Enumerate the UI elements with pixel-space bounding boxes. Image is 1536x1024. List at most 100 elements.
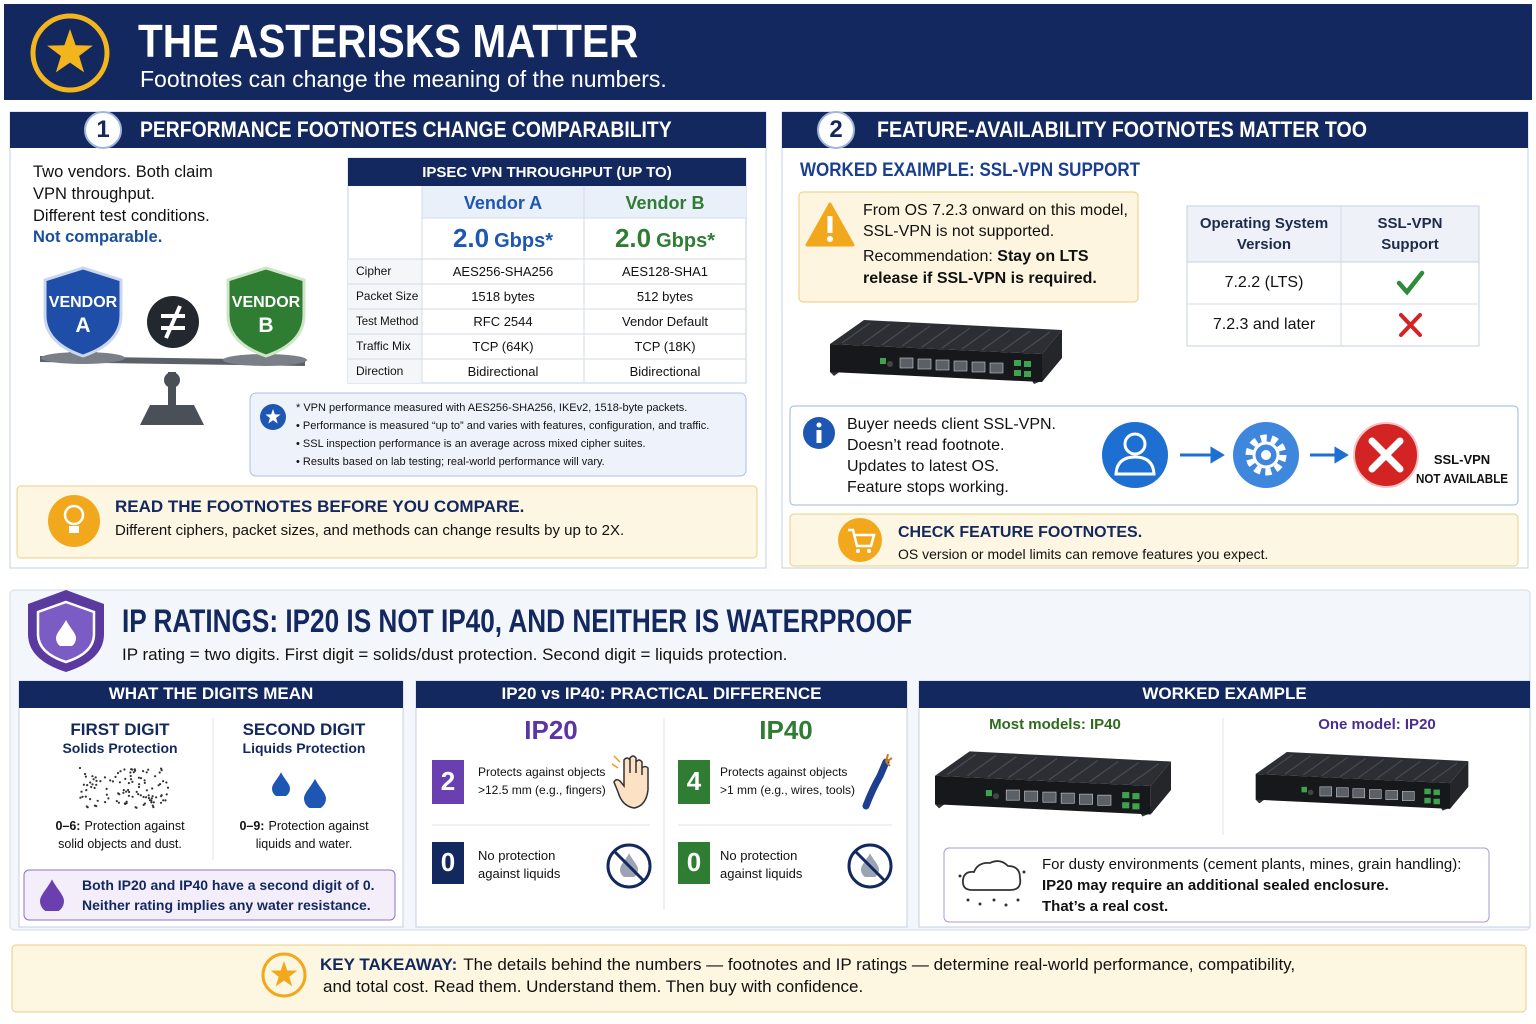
decoration (124, 777, 127, 781)
note: Neither rating implies any water resista… (82, 896, 371, 913)
decoration (123, 768, 126, 771)
panel-title: WORKED EXAMPLE (1142, 683, 1307, 703)
recommendation: release if SSL-VPN is required. (863, 269, 1097, 287)
decoration (992, 898, 996, 902)
digit-title: FIRST DIGIT (27, 719, 213, 741)
digit-desc: 0–6: (55, 818, 81, 833)
decoration (798, 191, 1139, 303)
decoration (142, 770, 145, 773)
column-header: Vendor B (584, 192, 746, 215)
decoration (99, 780, 102, 783)
cell: AES256-SHA256 (452, 263, 554, 279)
digit-desc: solid objects and dust. (58, 836, 182, 851)
text-line: against liquids (478, 866, 560, 883)
text-line: 7.2.3 and later (1213, 315, 1315, 336)
footnote: • SSL inspection performance is an avera… (296, 437, 646, 450)
text-line: Traffic Mix (356, 339, 411, 355)
digit-desc: 0–6: Protection against (27, 818, 213, 834)
scale-illustration (164, 305, 182, 339)
decoration (827, 236, 833, 242)
panel-title: IP20 vs IP40: PRACTICAL DIFFERENCE (501, 683, 822, 703)
decoration (613, 755, 621, 763)
decoration (122, 791, 125, 794)
decoration (135, 806, 138, 809)
digit-desc: Protects against objects (478, 765, 605, 781)
decoration (613, 755, 649, 809)
cell: Bidirectional (629, 363, 701, 379)
decoration (137, 776, 140, 779)
callout-text: Different ciphers, packet sizes, and met… (115, 522, 625, 540)
cell: TCP (64K) (422, 339, 584, 356)
decoration (19, 681, 403, 708)
digit-badge: 0 (440, 847, 456, 878)
text-line: Both IP20 and IP40 have a second digit o… (82, 876, 375, 894)
digit-desc: No protection (720, 848, 797, 865)
decoration (416, 681, 907, 708)
decoration (82, 783, 85, 786)
decoration (1261, 450, 1271, 460)
intro-line: Two vendors. Both claim (33, 163, 213, 182)
decoration (1210, 446, 1225, 464)
decoration (93, 804, 96, 807)
worked-example-title: WORKED EXAIMPLE: SSL-VPN SUPPORT (800, 159, 1180, 184)
callout-title: CHECK FEATURE FOOTNOTES. (898, 523, 1143, 541)
shield-label: A (47, 312, 119, 339)
warning-text: From OS 7.2.3 onward on this model, (863, 201, 1129, 222)
digit-badge: 0 (686, 847, 702, 878)
column-header: Operating System (1187, 214, 1341, 234)
digit-badge: 0 (432, 846, 464, 880)
decoration (131, 780, 134, 784)
decoration (162, 780, 165, 783)
scenario-line: Updates to latest OS. (847, 457, 999, 478)
note: IP20 may require an additional sealed en… (1042, 876, 1389, 896)
text-line: Neither rating implies any water resista… (82, 896, 371, 914)
row-label: Cipher (356, 264, 391, 280)
text-line: Buyer needs client SSL-VPN. (847, 415, 1056, 436)
text-line: IP20 (524, 714, 578, 748)
text-line: Two vendors. Both claim (33, 162, 213, 183)
digit-badge: 0 (678, 846, 710, 880)
scenario-line: Doesn’t read footnote. (847, 436, 1004, 457)
decoration (138, 783, 141, 786)
decoration (93, 786, 96, 790)
decoration (1186, 205, 1480, 263)
section-title: IP RATINGS: IP20 IS NOT IP40, AND NEITHE… (122, 603, 913, 640)
decoration (147, 797, 151, 800)
digit-desc: No protection (478, 847, 556, 863)
text-line: WORKED EXAMPLE (1142, 683, 1306, 705)
decoration (885, 753, 893, 767)
section-title: FEATURE-AVAILABILITY FOOTNOTES MATTER TO… (877, 116, 1427, 145)
decoration (1123, 432, 1147, 456)
decoration (118, 781, 121, 784)
text-line: Footnotes can change the meaning of the … (140, 65, 667, 95)
text-line: 0 (441, 846, 455, 880)
shield-label: VENDOR (48, 293, 118, 311)
cell: RFC 2544 (473, 313, 533, 329)
text-line: TCP (64K) (472, 339, 533, 356)
intro-line: Not comparable. (33, 228, 163, 247)
row-label: Packet Size (356, 289, 419, 304)
text-line: Support (1381, 235, 1439, 255)
text-line: Protects against objects (720, 765, 847, 781)
decoration (611, 755, 621, 769)
scale-illustration (43, 266, 123, 358)
scale-illustration (164, 372, 180, 388)
decoration (104, 801, 107, 804)
decoration (147, 768, 150, 771)
digit-title: SECOND DIGIT (213, 719, 395, 741)
text-line: against liquids (720, 866, 802, 883)
scenario-line: Buyer needs client SSL-VPN. (847, 415, 1056, 433)
decoration (1187, 206, 1479, 346)
note: For dusty environments (cement plants, m… (1042, 855, 1461, 875)
decoration (91, 775, 94, 778)
decoration (145, 789, 148, 792)
scale-illustration (223, 354, 307, 366)
decoration (89, 781, 92, 784)
decoration (119, 770, 122, 773)
digit-desc: liquids and water. (213, 836, 395, 852)
intro-line: Two vendors. Both claim (33, 162, 213, 183)
cross-icon (1399, 313, 1422, 337)
decoration (838, 518, 882, 562)
intro-line: Not comparable. (33, 227, 162, 248)
